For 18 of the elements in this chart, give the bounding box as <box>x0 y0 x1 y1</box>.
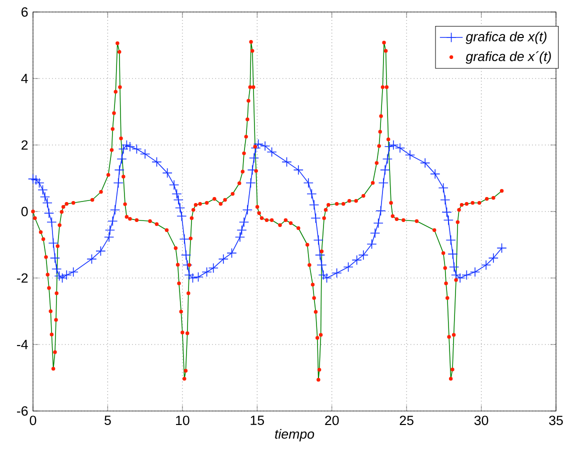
legend-label: grafica de x´(t) <box>466 51 551 64</box>
y-tick-label: 4 <box>21 74 28 84</box>
y-tick-label: -6 <box>17 406 28 416</box>
x-tick-label: 30 <box>474 416 488 426</box>
x-tick-label: 15 <box>250 416 264 426</box>
x-tick-label: 20 <box>325 416 339 426</box>
y-tick-label: 0 <box>21 206 28 216</box>
x-tick-label: 25 <box>400 416 414 426</box>
x-tick-label: 5 <box>104 416 111 426</box>
x-tick-label: 0 <box>30 416 36 426</box>
x-tick-label: 35 <box>549 416 563 426</box>
x-tick-label: 10 <box>176 416 190 426</box>
y-tick-label: -4 <box>17 340 28 350</box>
legend-label: grafica de x(t) <box>466 32 546 44</box>
y-tick-label: 2 <box>22 140 28 150</box>
x-axis-title: tiempo <box>275 428 314 442</box>
y-tick-label: -2 <box>17 273 28 283</box>
y-tick-label: 6 <box>22 7 28 17</box>
